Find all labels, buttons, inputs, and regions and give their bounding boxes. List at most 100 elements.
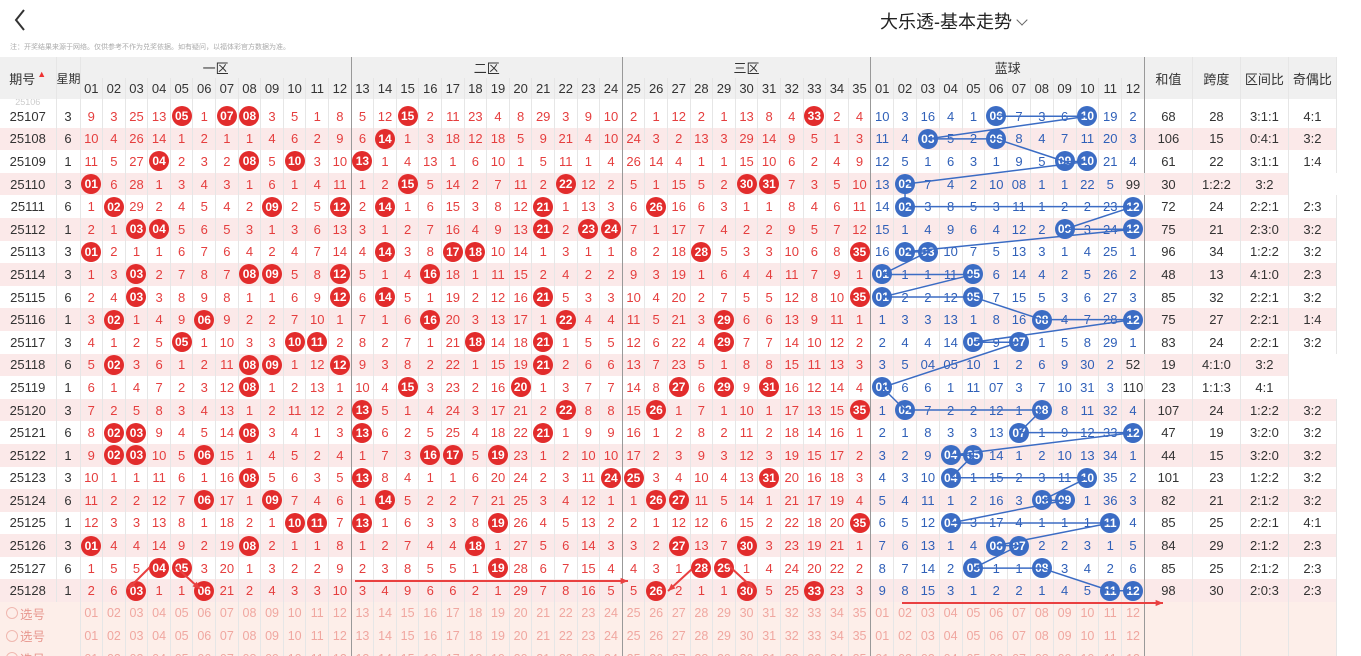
pick-front-number[interactable]: 31	[757, 647, 781, 656]
table-row[interactable]: 25121 6 8 02 03 9 4 5 14 08 3 4 1 3 13 6 2 5 25 4 18 22 21 1 9 9 1…	[0, 421, 1337, 444]
table-row[interactable]: 25126 3 01 4 4 14 9 2 19 08 2 1 1 8 1 2 7 4 4 18 1 27 5 6 14 3 3 2 2…	[0, 534, 1337, 557]
pick-blue-number[interactable]: 12	[1121, 624, 1145, 648]
pick-label[interactable]: 选号	[0, 647, 81, 656]
pick-front-number[interactable]: 04	[147, 647, 171, 656]
pick-blue-number[interactable]: 08	[1030, 624, 1054, 648]
pick-front-number[interactable]: 28	[690, 602, 714, 625]
pick-front-number[interactable]: 05	[170, 602, 194, 625]
pick-blue-number[interactable]: 04	[939, 602, 963, 625]
pick-front-number[interactable]: 27	[667, 647, 691, 656]
pick-front-number[interactable]: 29	[712, 647, 736, 656]
pick-front-number[interactable]: 32	[780, 624, 804, 648]
table-row[interactable]: 25123 3 10 1 1 11 6 1 16 08 5 6 3 5 13 8 4 1 1 6 20 24 2 3 11 24 2…	[0, 466, 1337, 490]
pick-front-number[interactable]: 34	[825, 624, 849, 648]
pick-front-number[interactable]: 05	[170, 647, 194, 656]
pick-front-number[interactable]: 10	[283, 602, 307, 625]
pick-front-number[interactable]: 11	[305, 647, 330, 656]
pick-blue-number[interactable]: 01	[870, 624, 895, 648]
table-row[interactable]: 25119 1 6 1 4 7 2 3 12 08 1 2 13 1 10 4 15 3 23 2 16 20 1 3 7 7 14…	[0, 376, 1336, 399]
pick-front-number[interactable]: 30	[735, 647, 759, 656]
pick-front-number[interactable]: 17	[441, 602, 465, 625]
pick-blue-number[interactable]: 07	[1007, 624, 1031, 648]
pick-front-number[interactable]: 34	[825, 647, 849, 656]
table-row[interactable]: 25118 6 5 02 3 6 1 2 11 08 09 1 12 12 9 3 8 2 22 1 15 19 21 2 6 6…	[0, 353, 1336, 377]
pick-row[interactable]: 选号01020304050607080910111213141516171819…	[0, 647, 1337, 656]
pick-front-number[interactable]: 33	[803, 647, 827, 656]
pick-blue-number[interactable]: 02	[893, 602, 917, 625]
pick-front-number[interactable]: 02	[102, 602, 126, 625]
pick-front-number[interactable]: 15	[396, 624, 420, 648]
pick-front-number[interactable]: 31	[757, 602, 781, 625]
pick-blue-number[interactable]: 03	[916, 602, 940, 625]
pick-front-number[interactable]: 12	[328, 624, 352, 648]
pick-front-number[interactable]: 01	[80, 647, 104, 656]
pick-blue-number[interactable]: 04	[939, 647, 963, 656]
pick-front-number[interactable]: 22	[554, 602, 578, 625]
pick-front-number[interactable]: 05	[170, 624, 194, 648]
pick-front-number[interactable]: 32	[780, 647, 804, 656]
pick-label[interactable]: 选号	[0, 624, 81, 648]
pick-front-number[interactable]: 16	[418, 624, 443, 648]
pick-blue-number[interactable]: 10	[1076, 624, 1100, 648]
pick-front-number[interactable]: 14	[373, 647, 397, 656]
pick-front-number[interactable]: 01	[80, 602, 104, 625]
pick-front-number[interactable]: 33	[803, 602, 827, 625]
pick-front-number[interactable]: 06	[192, 624, 217, 648]
pick-blue-number[interactable]: 07	[1007, 602, 1031, 625]
pick-front-number[interactable]: 21	[531, 602, 555, 625]
pick-blue-number[interactable]: 09	[1053, 602, 1077, 625]
pick-front-number[interactable]: 26	[644, 624, 668, 648]
issue-column-header[interactable]: 期号 ▲	[0, 57, 57, 99]
pick-front-number[interactable]: 09	[260, 647, 284, 656]
pick-front-number[interactable]: 10	[283, 624, 307, 648]
pick-blue-number[interactable]: 02	[893, 647, 917, 656]
pick-front-number[interactable]: 15	[396, 602, 420, 625]
pick-front-number[interactable]: 23	[577, 602, 601, 625]
pick-front-number[interactable]: 16	[418, 647, 443, 656]
table-row[interactable]: 25124 6 11 2 2 12 7 06 17 1 09 7 4 6 1 14 5 2 2 7 21 25 3 4 12 1 1…	[0, 489, 1337, 512]
table-row[interactable]: 25109 1 11 5 27 04 2 3 2 08 5 10 3 10 13 1 4 13 1 6 10 1 5 11 1 4…	[0, 150, 1337, 173]
pick-front-number[interactable]: 35	[848, 624, 872, 648]
table-row[interactable]: 25112 1 2 1 03 04 5 6 5 3 1 3 6 13 3 1 2 7 16 4 9 13 21 2 23 24 7 1…	[0, 217, 1337, 241]
pick-front-number[interactable]: 02	[102, 647, 126, 656]
pick-front-number[interactable]: 16	[418, 602, 443, 625]
pick-blue-number[interactable]: 05	[962, 647, 986, 656]
pick-front-number[interactable]: 32	[780, 602, 804, 625]
pick-front-number[interactable]: 19	[486, 624, 510, 648]
pick-front-number[interactable]: 28	[690, 647, 714, 656]
table-row[interactable]: 25108 6 10 4 26 14 1 2 1 1 4 6 2 9 6 14 1 3 18 12 18 5 9 21 4 10 2…	[0, 127, 1337, 151]
pick-front-number[interactable]: 20	[509, 624, 533, 648]
lottery-type-selector[interactable]: 大乐透-基本走势	[880, 8, 1028, 34]
table-row[interactable]: 25117 3 4 1 2 5 05 1 10 3 3 10 11 2 8 2 7 1 21 18 14 18 21 1 5 5 1…	[0, 330, 1337, 354]
pick-front-number[interactable]: 18	[464, 647, 488, 656]
pick-blue-number[interactable]: 06	[984, 647, 1009, 656]
pick-front-number[interactable]: 21	[531, 624, 555, 648]
pick-front-number[interactable]: 07	[215, 602, 239, 625]
pick-blue-number[interactable]: 12	[1121, 602, 1145, 625]
pick-front-number[interactable]: 17	[441, 624, 465, 648]
pick-front-number[interactable]: 17	[441, 647, 465, 656]
back-arrow-icon[interactable]	[8, 6, 32, 34]
pick-blue-number[interactable]: 10	[1076, 602, 1100, 625]
pick-front-number[interactable]: 30	[735, 624, 759, 648]
pick-front-number[interactable]: 03	[125, 602, 149, 625]
pick-blue-number[interactable]: 11	[1098, 647, 1123, 656]
table-row[interactable]: 25116 1 3 02 1 4 9 06 9 2 2 7 10 1 7 1 6 16 20 3 13 17 1 22 4 4 11…	[0, 308, 1337, 331]
pick-front-number[interactable]: 35	[848, 647, 872, 656]
table-row[interactable]: 25115 6 2 4 03 3 8 9 8 1 1 6 9 12 6 14 5 1 19 2 12 16 21 5 3 3 10 4…	[0, 285, 1337, 309]
pick-blue-number[interactable]: 08	[1030, 647, 1054, 656]
pick-front-number[interactable]: 13	[351, 602, 375, 625]
pick-front-number[interactable]: 08	[238, 647, 262, 656]
pick-front-number[interactable]: 33	[803, 624, 827, 648]
pick-front-number[interactable]: 20	[509, 602, 533, 625]
pick-front-number[interactable]: 26	[644, 647, 668, 656]
pick-front-number[interactable]: 03	[125, 624, 149, 648]
pick-front-number[interactable]: 22	[554, 624, 578, 648]
pick-front-number[interactable]: 22	[554, 647, 578, 656]
table-row[interactable]: 25120 3 7 2 5 8 3 4 13 1 2 11 12 2 13 5 1 4 24 3 17 21 2 22 8 8 15…	[0, 398, 1337, 422]
pick-front-number[interactable]: 12	[328, 602, 352, 625]
pick-blue-number[interactable]: 05	[962, 602, 986, 625]
table-row[interactable]: 25113 3 01 2 1 1 6 7 6 4 2 4 7 14 4 14 3 8 17 18 10 14 1 3 1 1 8 2 1…	[0, 240, 1337, 264]
pick-front-number[interactable]: 26	[644, 602, 668, 625]
pick-blue-number[interactable]: 01	[870, 647, 895, 656]
